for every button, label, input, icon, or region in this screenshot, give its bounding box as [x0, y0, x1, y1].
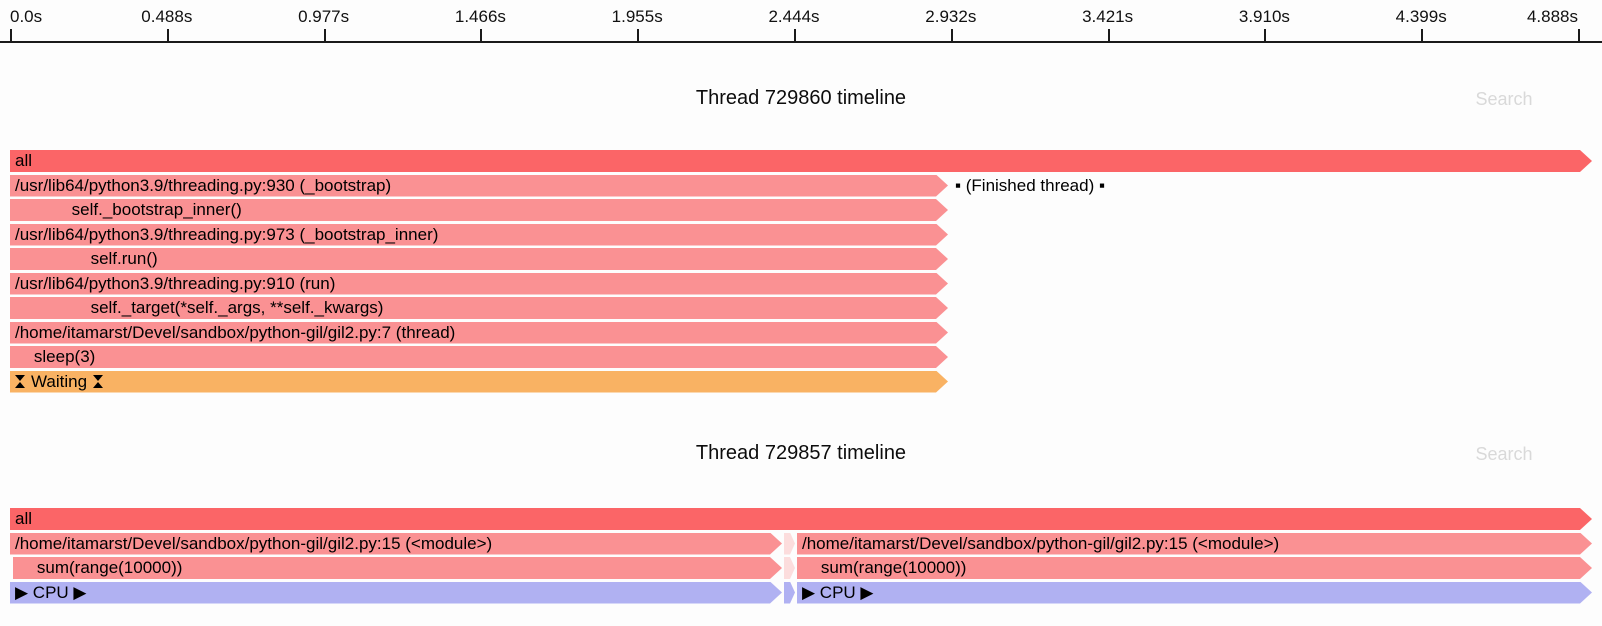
flame-bar-label: Waiting [31, 371, 88, 391]
cpu-bar[interactable]: ▶ CPU ▶ [10, 582, 782, 604]
axis-tick [480, 29, 483, 41]
axis-line [0, 41, 1602, 43]
frame-bar[interactable]: self.run() [10, 248, 948, 270]
frame-bar[interactable]: sum(range(10000)) [13, 557, 782, 579]
flamegraph-row: sum(range(10000)) sum(range(10000)) [0, 557, 1602, 579]
pale-bar[interactable] [784, 557, 795, 579]
flame-bar-label: all [15, 509, 33, 528]
axis-tick-label: 0.977s [298, 7, 350, 26]
flamegraph-row: self.run() [0, 248, 1602, 270]
axis-tick [794, 29, 796, 41]
flame-bar-label: /home/itamarst/Devel/sandbox/python-gil/… [15, 322, 456, 342]
flamegraph-row: self._target(*self._args, **self._kwargs… [0, 297, 1602, 319]
axis-tick [166, 29, 169, 41]
axis-tick-label: 0.488s [141, 7, 193, 26]
waiting-bar[interactable]: Waiting [10, 371, 948, 393]
axis-tick [323, 29, 326, 41]
pale-bar[interactable] [784, 533, 795, 555]
frame-bar[interactable]: /home/itamarst/Devel/sandbox/python-gil/… [10, 533, 782, 555]
flame-bar-label: self.run() [15, 249, 158, 268]
flamegraph-row: /usr/lib64/python3.9/threading.py:910 (r… [0, 273, 1602, 295]
flame-bar-label: sleep(3) [15, 347, 96, 366]
axis-tick-label: 4.399s [1395, 7, 1447, 26]
flame-bar-label: ▶ CPU ▶ [15, 582, 87, 602]
flame-bar-label: /usr/lib64/python3.9/threading.py:973 (_… [15, 224, 439, 244]
flame-bar-label: /home/itamarst/Devel/sandbox/python-gil/… [802, 533, 1280, 553]
flamegraph-row: Waiting [0, 371, 1602, 393]
frame-bar[interactable]: self._bootstrap_inner() [10, 199, 948, 221]
flamegraph-row: /usr/lib64/python3.9/threading.py:973 (_… [0, 224, 1602, 246]
axis-tick [637, 29, 640, 41]
search-input[interactable] [1422, 439, 1586, 469]
root-bar[interactable]: all [10, 150, 1592, 172]
axis-tick-label: 2.932s [925, 7, 977, 26]
axis-tick-label: 0.0s [10, 7, 43, 26]
axis-tick [1264, 29, 1267, 41]
axis-tick [1107, 29, 1110, 41]
axis-tick-label: 2.444s [768, 7, 820, 26]
time-axis: 0.0s 0.488s 0.977s 1.466s 1.955s 2.444s 2.932s… [0, 0, 1602, 44]
frame-bar[interactable]: sum(range(10000)) [797, 557, 1592, 579]
flame-bar-label: sum(range(10000)) [802, 558, 967, 577]
axis-tick-label: 3.910s [1238, 7, 1290, 26]
axis-tick [950, 29, 953, 41]
frame-bar[interactable]: /home/itamarst/Devel/sandbox/python-gil/… [10, 322, 948, 344]
axis-tick-label: 4.888s [1526, 7, 1578, 26]
hourglass-icon [15, 375, 25, 388]
flame-bar-label: /home/itamarst/Devel/sandbox/python-gil/… [15, 533, 493, 553]
frame-bar[interactable]: /usr/lib64/python3.9/threading.py:930 (_… [10, 175, 948, 197]
frame-bar[interactable]: /usr/lib64/python3.9/threading.py:973 (_… [10, 224, 948, 246]
finished-thread-annotation: ▪ (Finished thread) ▪ [955, 175, 1106, 195]
root-bar[interactable]: all [10, 508, 1592, 530]
axis-tick-label: 3.421s [1082, 7, 1134, 26]
frame-bar[interactable]: /usr/lib64/python3.9/threading.py:910 (r… [10, 273, 948, 295]
flamegraph-row: all [0, 508, 1602, 530]
flamegraph-row: self._bootstrap_inner() [0, 199, 1602, 221]
cpu-bar[interactable]: ▶ CPU ▶ [797, 582, 1592, 604]
flamegraph-rows: all/usr/lib64/python3.9/threading.py:930… [0, 150, 1602, 396]
flamegraph-row: ▶ CPU ▶ ▶ CPU ▶ [0, 582, 1602, 604]
search-input[interactable] [1422, 84, 1586, 114]
axis-tick [10, 29, 12, 41]
flame-bar-label: sum(range(10000)) [18, 558, 183, 577]
axis-tick [1578, 29, 1580, 41]
flamegraph-rows: all/home/itamarst/Devel/sandbox/python-g… [0, 508, 1602, 626]
flamegraph-row: /usr/lib64/python3.9/threading.py:930 (_… [0, 175, 1602, 197]
hourglass-icon [93, 375, 103, 388]
flamegraph-row: /home/itamarst/Devel/sandbox/python-gil/… [0, 322, 1602, 344]
flamegraph-row: sleep(3) [0, 346, 1602, 368]
flame-bar-label: /usr/lib64/python3.9/threading.py:910 (r… [15, 273, 336, 293]
axis-tick-label: 1.466s [454, 7, 506, 26]
flamegraph-row: all [0, 150, 1602, 172]
flame-bar-label: all [15, 151, 33, 170]
flamegraph-row: /home/itamarst/Devel/sandbox/python-gil/… [0, 533, 1602, 555]
flame-bar-label: /usr/lib64/python3.9/threading.py:930 (_… [15, 175, 392, 195]
frame-bar[interactable]: /home/itamarst/Devel/sandbox/python-gil/… [797, 533, 1592, 555]
flame-bar-label: self._bootstrap_inner() [15, 200, 242, 219]
axis-tick-label: 1.955s [611, 7, 663, 26]
frame-bar[interactable]: sleep(3) [10, 346, 948, 368]
flame-bar-label: self._target(*self._args, **self._kwargs… [15, 298, 384, 317]
frame-bar[interactable]: self._target(*self._args, **self._kwargs… [10, 297, 948, 319]
timeline-title: Thread 729860 timeline [695, 87, 907, 109]
timeline-title: Thread 729857 timeline [695, 442, 907, 464]
axis-tick [1421, 29, 1424, 41]
flame-bar-label: ▶ CPU ▶ [802, 582, 874, 602]
cpu-bar[interactable] [784, 582, 795, 604]
